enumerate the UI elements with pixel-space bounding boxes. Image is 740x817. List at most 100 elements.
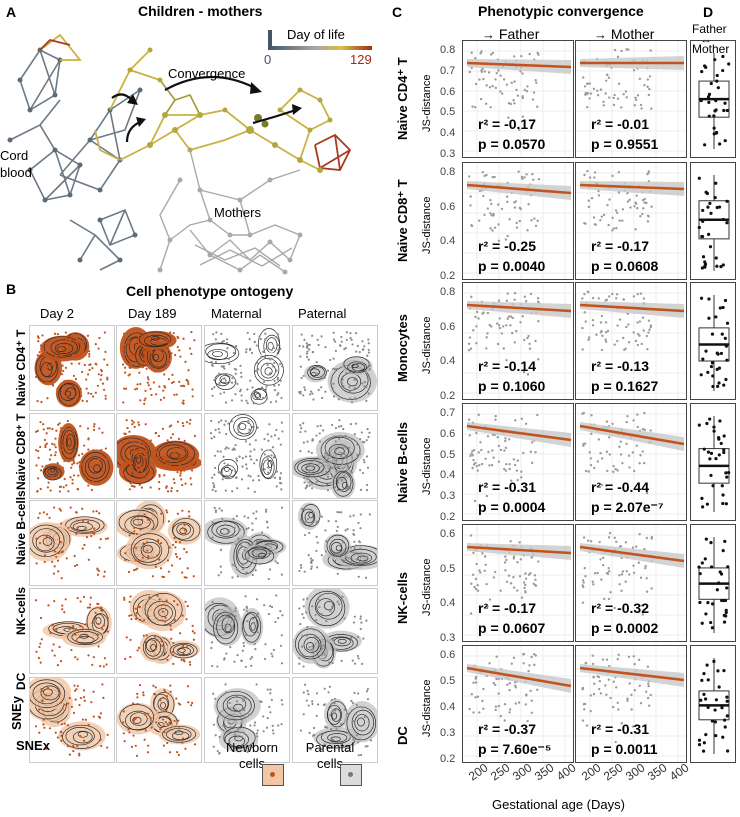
stat-p-mother: p = 0.9551 bbox=[591, 136, 659, 152]
scatter-ylabel: JS-distance bbox=[421, 679, 433, 737]
scatter-facet-mother bbox=[575, 403, 687, 521]
scatter-xtick: 400 bbox=[667, 760, 692, 784]
panel-c-title: Phenotypic convergence bbox=[478, 3, 644, 19]
scatter-facet-mother bbox=[575, 282, 687, 400]
scatter-facet-father bbox=[462, 524, 574, 642]
col-maternal: Maternal bbox=[211, 306, 262, 321]
tsne-tile bbox=[204, 413, 290, 499]
network-graph bbox=[7, 33, 352, 275]
stat-p-father: p = 0.0570 bbox=[478, 136, 546, 152]
stat-p-mother: p = 0.1627 bbox=[591, 378, 659, 394]
scatter-ytick: 0.8 bbox=[440, 166, 456, 178]
scatter-xtick: 400 bbox=[554, 760, 579, 784]
scatter-ylabel: JS-distance bbox=[421, 558, 433, 616]
stat-r2-mother: r² = -0.17 bbox=[591, 238, 649, 254]
scatter-xtick: 300 bbox=[623, 760, 648, 784]
stat-p-mother: p = 0.0002 bbox=[591, 620, 659, 636]
scatter-ytick: 0.6 bbox=[440, 200, 456, 213]
tsne-yaxis-label: SNEy bbox=[9, 696, 24, 730]
stat-r2-father: r² = -0.14 bbox=[478, 358, 536, 374]
stat-r2-mother: r² = -0.32 bbox=[591, 600, 649, 616]
boxplot-facet bbox=[690, 524, 736, 642]
scatter-ytick: 0.4 bbox=[440, 127, 456, 140]
scatter-xtick: 200 bbox=[466, 760, 491, 784]
scatter-ytick: 0.2 bbox=[440, 390, 456, 402]
legend-newborn: Newborn cells bbox=[224, 740, 280, 772]
scatter-xtick: 350 bbox=[645, 760, 670, 784]
stat-r2-mother: r² = -0.31 bbox=[591, 721, 649, 737]
col-mother-header: → Mother bbox=[594, 26, 654, 42]
boxplot-facet bbox=[690, 162, 736, 280]
arrow-right-icon: → bbox=[482, 27, 495, 42]
scatter-row-label: Monocytes bbox=[395, 314, 410, 382]
legend-newborn-line2: cells bbox=[238, 756, 265, 771]
tsne-xaxis-label: SNEx bbox=[16, 738, 50, 753]
tsne-tile bbox=[292, 500, 378, 586]
scatter-facet-mother bbox=[575, 645, 687, 763]
scatter-row-label: DC bbox=[395, 726, 410, 745]
scatter-xtick: 350 bbox=[532, 760, 557, 784]
tsne-tile bbox=[29, 325, 115, 411]
stat-r2-mother: r² = -0.44 bbox=[591, 479, 649, 495]
scatter-ytick: 0.2 bbox=[440, 753, 456, 765]
scatter-ytick: 0.6 bbox=[440, 528, 456, 540]
scatter-facet-mother bbox=[575, 40, 687, 158]
legend-parental-line1: Parental bbox=[305, 740, 355, 755]
tsne-tile bbox=[292, 413, 378, 499]
convergence-label: Convergence bbox=[168, 66, 246, 81]
blood-label: blood bbox=[0, 165, 32, 180]
stat-r2-father: r² = -0.31 bbox=[478, 479, 536, 495]
tsne-tile bbox=[116, 677, 202, 763]
panel-d-header-mother: Mother bbox=[692, 42, 730, 56]
tsne-tile bbox=[204, 588, 290, 674]
tsne-tile bbox=[204, 325, 290, 411]
scatter-ytick: 0.4 bbox=[440, 235, 456, 248]
tsne-tile bbox=[292, 325, 378, 411]
scatter-ytick: 0.2 bbox=[440, 511, 456, 523]
tsne-tile bbox=[292, 588, 378, 674]
arrow-right-icon: → bbox=[594, 27, 607, 42]
cord-label: Cord bbox=[0, 148, 29, 163]
stat-p-father: p = 7.60e⁻⁵ bbox=[478, 741, 552, 757]
panel-letter-d: D bbox=[703, 4, 714, 20]
scatter-facet-father bbox=[462, 40, 574, 158]
stat-p-father: p = 0.0040 bbox=[478, 258, 546, 274]
scatter-ytick: 0.5 bbox=[440, 106, 456, 119]
scatter-facet-father bbox=[462, 645, 574, 763]
tsne-tile bbox=[116, 413, 202, 499]
scatter-ytick: 0.4 bbox=[440, 355, 456, 368]
boxplot-facet bbox=[690, 282, 736, 400]
scatter-row-label: NK-cells bbox=[395, 571, 410, 624]
boxplot-facet bbox=[690, 403, 736, 521]
tsne-tile bbox=[204, 677, 290, 763]
scatter-ytick: 0.3 bbox=[440, 727, 456, 739]
scatter-xtick: 300 bbox=[510, 760, 535, 784]
scatter-ytick: 0.4 bbox=[440, 597, 456, 610]
tsne-row-b: Naive B-cells bbox=[14, 490, 28, 565]
tsne-tile bbox=[29, 677, 115, 763]
stat-r2-mother: r² = -0.01 bbox=[591, 116, 649, 132]
tsne-tile bbox=[116, 500, 202, 586]
stat-p-father: p = 0.0607 bbox=[478, 620, 546, 636]
scatter-ytick: 0.2 bbox=[440, 270, 456, 282]
col-father-label: Father bbox=[498, 26, 540, 42]
scatter-facet-mother bbox=[575, 162, 687, 280]
scatter-ylabel: JS-distance bbox=[421, 437, 433, 495]
scatter-ytick: 0.8 bbox=[440, 286, 456, 298]
tsne-tile bbox=[29, 500, 115, 586]
stat-p-father: p = 0.1060 bbox=[478, 378, 546, 394]
scatter-ytick: 0.4 bbox=[440, 701, 456, 713]
scatter-ytick: 0.6 bbox=[440, 427, 456, 440]
tsne-tile bbox=[116, 325, 202, 411]
scatter-ytick: 0.5 bbox=[440, 562, 456, 575]
legend-parental-line2: cells bbox=[316, 756, 343, 771]
col-paternal: Paternal bbox=[298, 306, 347, 321]
stat-r2-father: r² = -0.17 bbox=[478, 600, 536, 616]
legend-max: 129 bbox=[350, 52, 372, 67]
scatter-ytick: 0.7 bbox=[440, 407, 456, 419]
scatter-ytick: 0.8 bbox=[440, 44, 456, 56]
scatter-facet-father bbox=[462, 282, 574, 400]
legend-newborn-swatch bbox=[262, 764, 284, 786]
col-father-header: → Father bbox=[482, 26, 539, 42]
scatter-row-label: Naive CD4⁺ T bbox=[395, 57, 410, 140]
